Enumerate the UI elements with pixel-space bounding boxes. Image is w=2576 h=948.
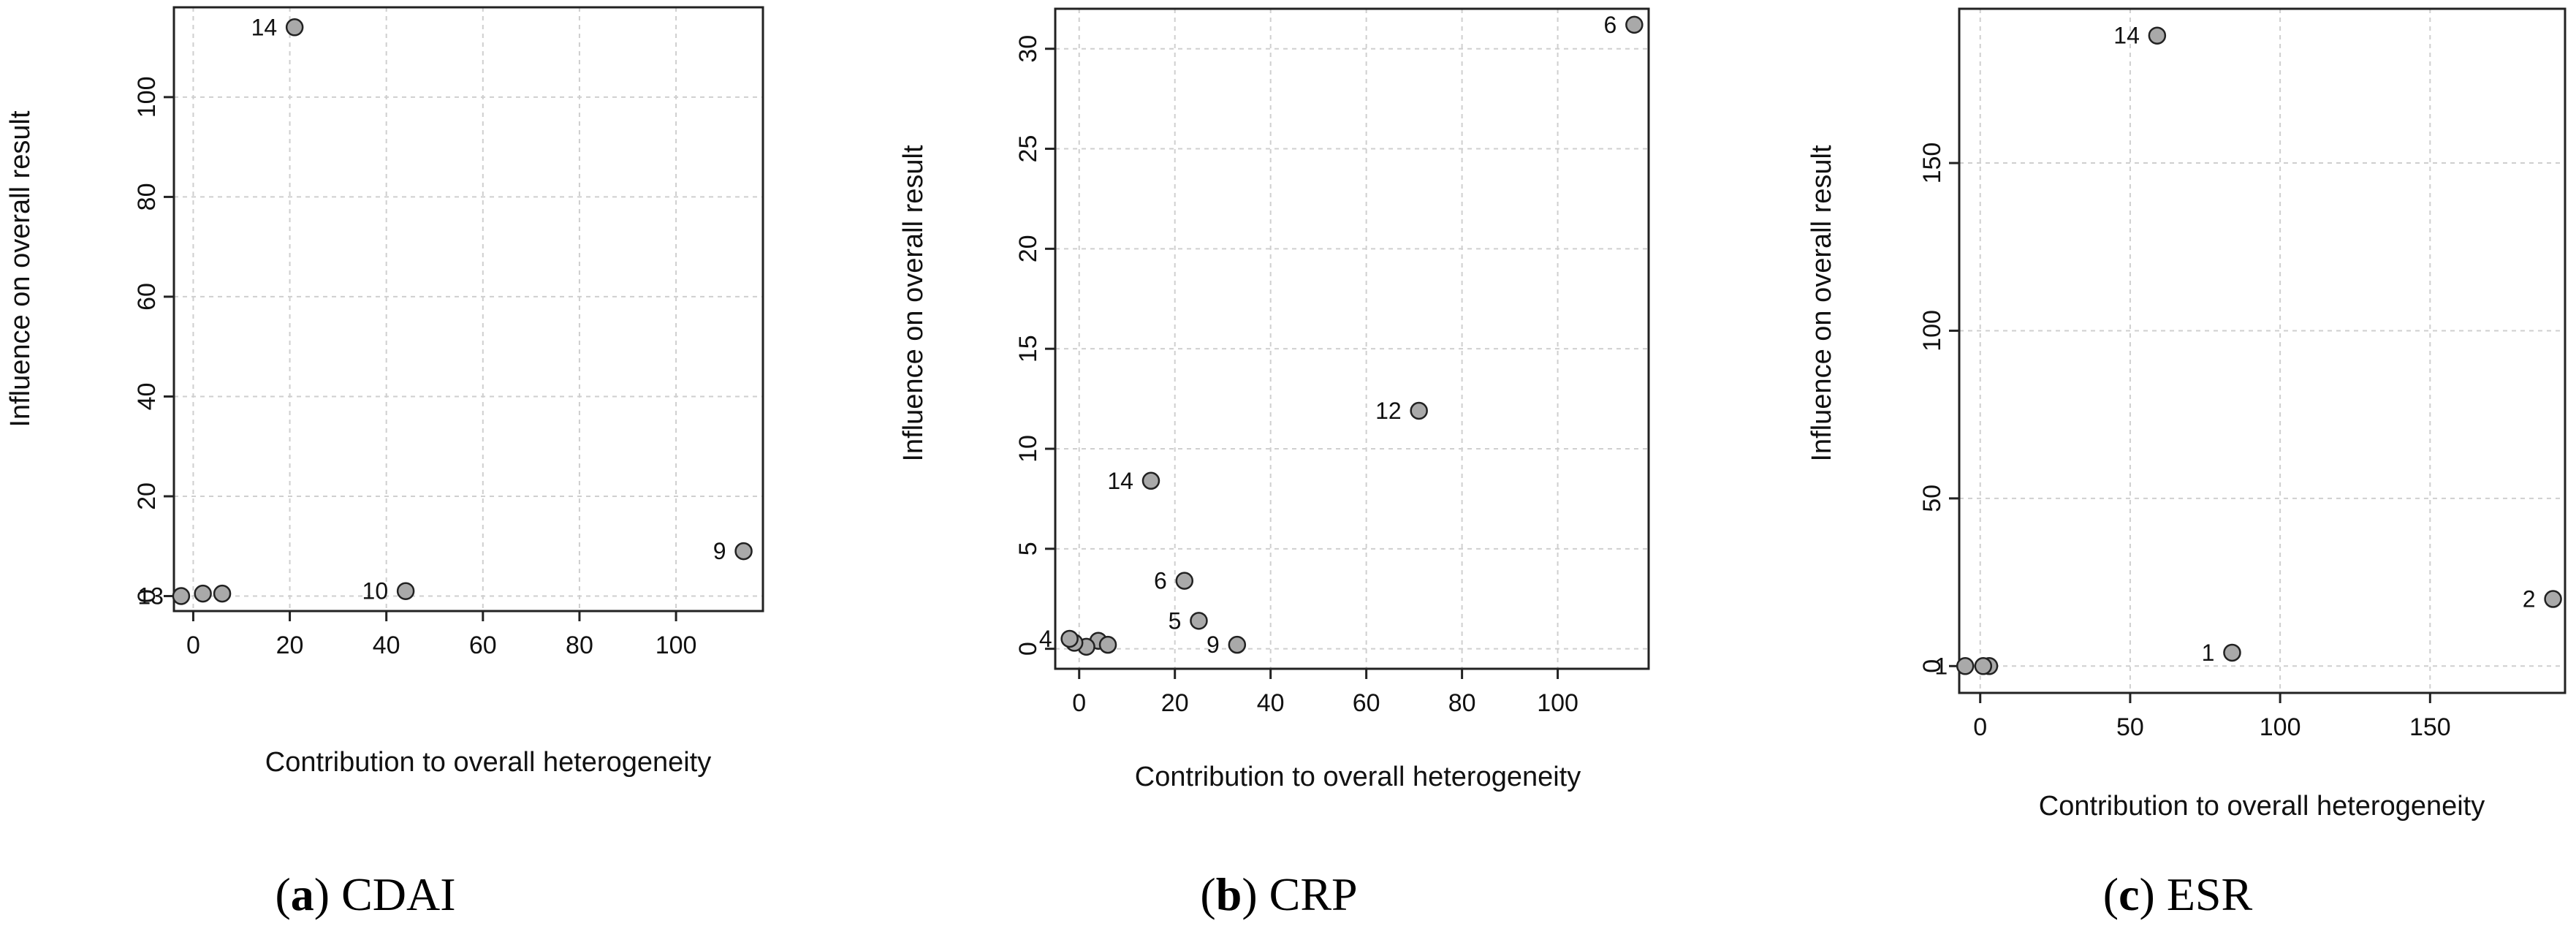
point-label: 4 (1039, 626, 1052, 652)
data-point (1098, 635, 1117, 654)
y-tick-label: 20 (1014, 235, 1042, 262)
caption-text: CDAI (341, 868, 455, 920)
data-point (1060, 629, 1079, 648)
x-tick-label: 0 (186, 632, 200, 659)
panel-caption: (b) CRP (1200, 868, 1357, 920)
y-tick-label: 25 (1014, 135, 1042, 163)
x-tick-label: 20 (276, 632, 304, 659)
y-axis-title: Influence on overall result (5, 110, 36, 427)
y-tick-label: 40 (133, 383, 161, 411)
data-point (285, 18, 304, 37)
x-tick-label: 100 (656, 632, 697, 659)
y-tick-label: 50 (1918, 485, 1946, 512)
y-tick-label: 100 (133, 77, 161, 118)
x-tick-label: 0 (1072, 689, 1086, 717)
y-tick-label: 0 (1014, 642, 1042, 656)
x-tick-label: 0 (1973, 713, 1987, 741)
data-point (1410, 401, 1428, 420)
point-label: 5 (1169, 607, 1182, 634)
chart-panel-c: 0 50 100 150 0 50 100 150 Contribution to overal… (1806, 7, 2566, 920)
caption-text: CRP (1269, 868, 1358, 920)
x-tick-label: 80 (566, 632, 593, 659)
caption-letter: a (291, 868, 314, 920)
y-axis-title: Influence on overall result (1806, 145, 1837, 461)
plot-frame (172, 6, 764, 613)
point-label: 1 (2202, 640, 2215, 666)
point-label: 2 (2523, 586, 2536, 613)
point-label: 13 (137, 583, 164, 610)
x-tick-label: 60 (1353, 689, 1380, 717)
point-label: 14 (2113, 23, 2140, 49)
y-tick-label: 60 (133, 283, 161, 311)
x-axis-title: Contribution to overall heterogeneity (2039, 791, 2485, 822)
y-tick-label: 0 (133, 589, 161, 603)
chart-panel-a: 0 20 40 60 80 100 0 20 40 60 80 100 Contribution to … (5, 6, 764, 920)
data-point (1175, 572, 1194, 590)
data-point (1228, 635, 1247, 654)
y-tick-label: 150 (1918, 143, 1946, 184)
x-tick-label: 60 (469, 632, 497, 659)
x-tick-label: 20 (1161, 689, 1189, 717)
point-label: 10 (362, 578, 389, 604)
point-label: 6 (1154, 568, 1167, 594)
data-point (2148, 26, 2167, 45)
point-label: 12 (1375, 398, 1402, 424)
x-tick-label: 100 (2260, 713, 2301, 741)
x-tick-label: 50 (2116, 713, 2144, 741)
data-point (1974, 657, 1993, 675)
caption-text: ESR (2167, 868, 2253, 920)
y-tick-label: 5 (1014, 542, 1042, 555)
data-point (396, 582, 415, 600)
point-label: 9 (1207, 632, 1220, 658)
data-point (1625, 15, 1644, 34)
x-tick-label: 150 (2409, 713, 2451, 741)
y-tick-label: 0 (1918, 659, 1946, 673)
panel-caption: (a) CDAI (275, 868, 455, 920)
y-tick-label: 80 (133, 183, 161, 211)
y-axis-title: Influence on overall result (898, 145, 929, 461)
point-label: 6 (1604, 12, 1617, 38)
plot-frame (1958, 7, 2566, 694)
point-label: 9 (713, 538, 726, 564)
y-tick-label: 30 (1014, 35, 1042, 63)
data-point (1190, 612, 1208, 630)
panel-caption: (c) ESR (2103, 868, 2253, 920)
data-point (1956, 657, 1975, 675)
y-tick-label: 100 (1918, 310, 1946, 352)
y-tick-label: 15 (1014, 335, 1042, 363)
data-point (1141, 471, 1160, 490)
x-tick-label: 40 (373, 632, 400, 659)
caption-letter: b (1216, 868, 1242, 920)
x-axis-title: Contribution to overall heterogeneity (265, 747, 712, 778)
x-tick-label: 100 (1537, 689, 1578, 717)
data-point (2223, 643, 2241, 662)
point-label: 14 (251, 14, 278, 40)
x-axis-title: Contribution to overall heterogeneity (1135, 762, 1581, 792)
point-label: 1 (1934, 653, 1948, 679)
chart-panel-b: 0 20 40 60 80 100 0 5 10 15 20 25 30 Contribution to … (898, 7, 1650, 920)
x-tick-label: 80 (1448, 689, 1476, 717)
data-point (194, 584, 212, 603)
data-point (734, 542, 753, 561)
data-point (213, 584, 232, 603)
x-tick-label: 40 (1257, 689, 1285, 717)
y-tick-label: 10 (1014, 435, 1042, 463)
caption-letter: c (2119, 868, 2139, 920)
plot-frame (1054, 7, 1650, 670)
data-point (2544, 590, 2562, 608)
point-label: 14 (1107, 468, 1133, 494)
y-tick-label: 20 (133, 482, 161, 510)
data-point (172, 587, 191, 605)
